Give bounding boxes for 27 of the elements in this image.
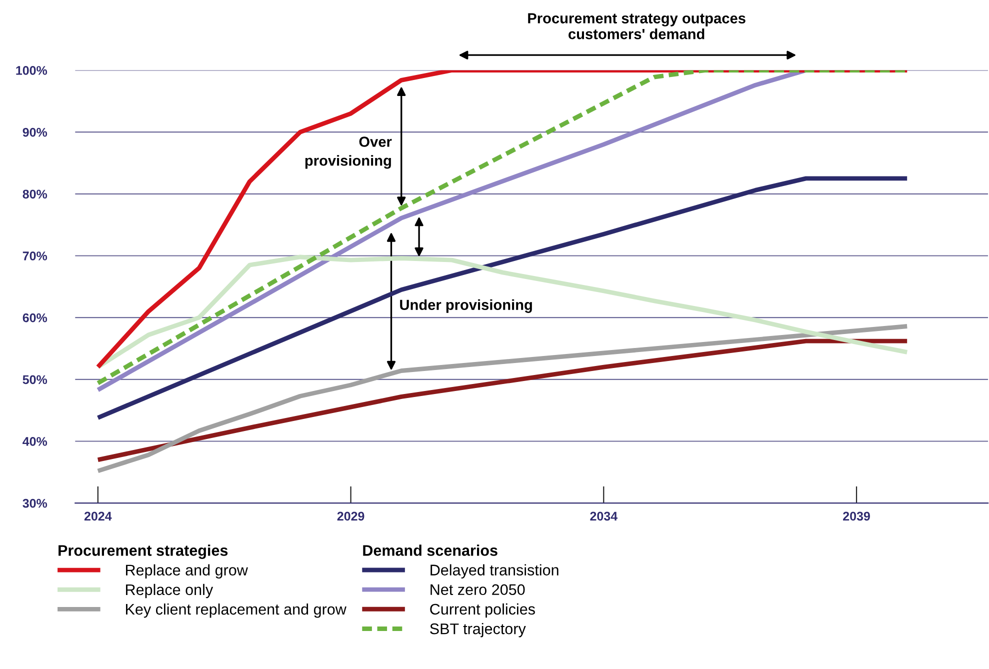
y-tick-label: 80% <box>22 190 48 199</box>
text: Procurement strategy outpaces customers' demand <box>528 13 746 40</box>
legend-label: Current policies <box>430 603 535 618</box>
line-series <box>96 254 910 370</box>
x-tick-label: 2039 <box>843 512 870 521</box>
y-tick-label: 100% <box>16 66 48 75</box>
legend-label: SBT trajectory <box>430 623 526 638</box>
x-tick-label: 2024 <box>84 512 112 521</box>
y-tick-label: 60% <box>22 313 48 322</box>
y-tick-label: 40% <box>22 437 48 446</box>
text: Demand scenarios <box>363 544 498 556</box>
y-tick-label: 30% <box>22 498 48 508</box>
y-tick-label: 90% <box>22 128 48 137</box>
legend-label: Net zero 2050 <box>430 584 525 596</box>
annotation: Under provisioning <box>400 299 532 313</box>
legend-label: Replace and grow <box>126 564 248 579</box>
legend-label: Delayed transistion <box>430 564 558 578</box>
y-tick-label: 50% <box>22 375 48 384</box>
x-tick-label: 2034 <box>590 512 618 521</box>
legend-label: Key client replacement and grow <box>126 603 346 618</box>
y-tick-label: 70% <box>22 252 48 260</box>
line-series <box>96 324 910 474</box>
annotation: Over provisioning <box>305 136 392 169</box>
text: Procurement strategies <box>58 544 228 559</box>
legend-label: Replace only <box>126 584 214 598</box>
line-series <box>96 338 910 462</box>
x-tick-label: 2029 <box>337 512 364 521</box>
